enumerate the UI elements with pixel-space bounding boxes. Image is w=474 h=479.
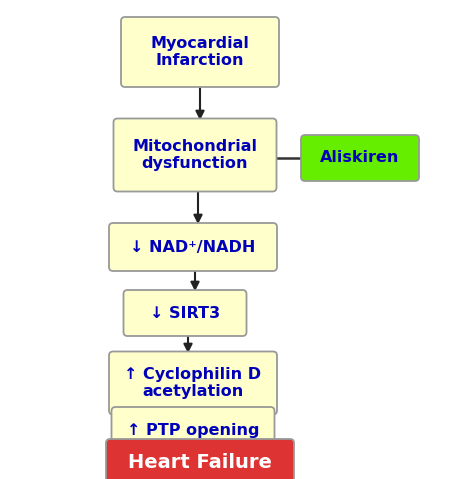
FancyBboxPatch shape [301, 135, 419, 181]
Text: ↑ PTP opening: ↑ PTP opening [127, 422, 259, 437]
Text: ↓ SIRT3: ↓ SIRT3 [150, 306, 220, 320]
Text: Myocardial
Infarction: Myocardial Infarction [151, 36, 249, 68]
FancyBboxPatch shape [109, 352, 277, 414]
FancyBboxPatch shape [109, 223, 277, 271]
FancyBboxPatch shape [113, 118, 276, 192]
FancyBboxPatch shape [124, 290, 246, 336]
Text: Heart Failure: Heart Failure [128, 454, 272, 472]
Text: ↑ Cyclophilin D
acetylation: ↑ Cyclophilin D acetylation [125, 367, 262, 399]
Text: ↓ NAD⁺/NADH: ↓ NAD⁺/NADH [130, 240, 255, 254]
FancyBboxPatch shape [106, 439, 294, 479]
Text: Aliskiren: Aliskiren [320, 150, 400, 166]
Text: Mitochondrial
dysfunction: Mitochondrial dysfunction [133, 139, 257, 171]
FancyBboxPatch shape [111, 407, 274, 453]
FancyBboxPatch shape [121, 17, 279, 87]
